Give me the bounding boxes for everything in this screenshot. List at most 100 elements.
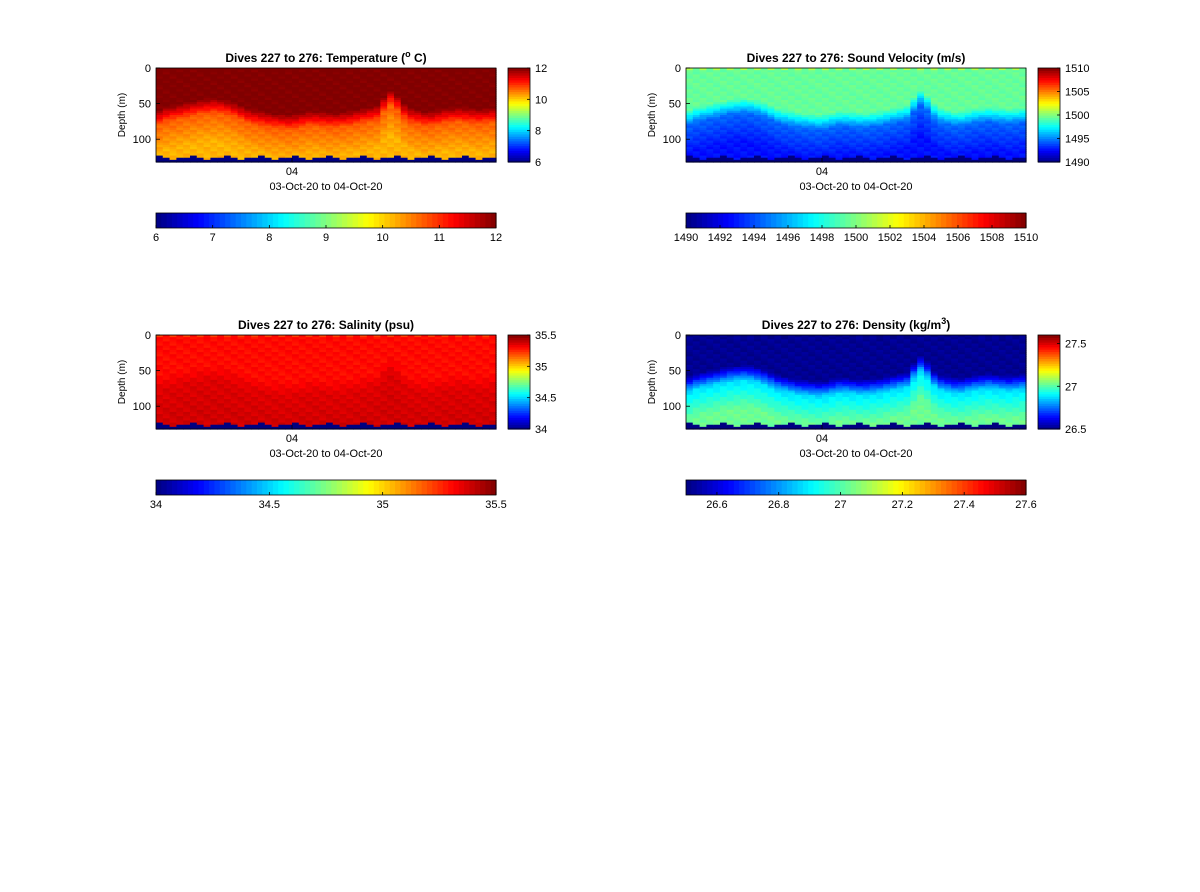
heatmap-cell [183, 106, 191, 110]
colorbar-right-segment [508, 131, 530, 135]
heatmap-cell [339, 87, 347, 90]
heatmap-cell [781, 76, 789, 80]
heatmap-cell [760, 82, 769, 86]
heatmap-cell [224, 119, 232, 123]
heatmap-cell [896, 76, 905, 80]
heatmap-cell [801, 144, 809, 148]
heatmap-cell [951, 110, 959, 114]
heatmap-cell [876, 112, 884, 116]
heatmap-cell [760, 104, 769, 108]
heatmap-cell [292, 129, 300, 133]
heatmap-cell [183, 354, 191, 357]
heatmap-cell [394, 80, 402, 84]
heatmap-cell [998, 115, 1007, 118]
heatmap-cell [224, 140, 232, 144]
heatmap-cell [815, 78, 823, 82]
heatmap-cell [434, 100, 443, 103]
heatmap-cell [788, 121, 796, 125]
heatmap-cell [883, 159, 891, 163]
heatmap-cell [414, 76, 422, 80]
heatmap-cell [747, 104, 755, 108]
heatmap-cell [326, 153, 334, 157]
heatmap-cell [740, 149, 748, 152]
heatmap-cell [387, 85, 395, 88]
heatmap-cell [353, 119, 361, 123]
heatmap-cell [176, 375, 184, 379]
heatmap-cell [713, 155, 721, 159]
heatmap-cell [794, 159, 803, 163]
heatmap-cell [754, 76, 762, 80]
heatmap-cell [366, 123, 375, 127]
heatmap-cell [407, 159, 415, 163]
heatmap-cell [489, 155, 497, 159]
heatmap-cell [842, 102, 850, 105]
heatmap-cell [176, 80, 184, 84]
heatmap-cell [720, 95, 728, 99]
heatmap-cell [346, 102, 354, 105]
heatmap-cell [1012, 87, 1020, 90]
heatmap-cell [692, 95, 701, 99]
heatmap-cell [1019, 138, 1027, 142]
heatmap-cell [366, 72, 375, 76]
colorbar-bottom-segment [474, 213, 481, 228]
heatmap-cell [1005, 134, 1013, 137]
heatmap-cell [169, 341, 177, 345]
heatmap-cell [862, 129, 871, 133]
heatmap-cell [971, 151, 979, 155]
heatmap-cell [271, 140, 279, 144]
heatmap-cell [414, 106, 422, 110]
heatmap-cell [808, 72, 816, 76]
heatmap-cell [1019, 78, 1027, 82]
heatmap-cell [896, 82, 905, 86]
heatmap-cell [468, 74, 477, 78]
heatmap-cell [278, 104, 286, 108]
heatmap-cell [414, 121, 422, 125]
heatmap-cell [210, 147, 218, 150]
heatmap-cell [400, 97, 409, 101]
heatmap-cell [346, 117, 354, 120]
heatmap-cell [271, 78, 279, 82]
heatmap-cell [455, 68, 463, 71]
heatmap-cell [455, 153, 463, 157]
heatmap-cell [828, 159, 837, 163]
heatmap-cell [251, 82, 259, 86]
heatmap-cell [190, 159, 198, 163]
heatmap-cell [828, 102, 837, 105]
heatmap-cell [951, 147, 959, 150]
colorbar-bottom-segment [267, 213, 274, 228]
heatmap-cell [462, 117, 470, 120]
heatmap-cell [190, 335, 198, 338]
heatmap-cell [183, 68, 191, 71]
y-tick-label: 100 [133, 134, 151, 146]
heatmap-cell [910, 89, 918, 93]
heatmap-cell [951, 125, 959, 129]
heatmap-cell [455, 74, 463, 78]
heatmap-cell [747, 112, 755, 116]
heatmap-cell [706, 85, 714, 88]
heatmap-cell [964, 151, 973, 155]
heatmap-cell [298, 68, 307, 71]
y-tick-label: 0 [675, 63, 681, 75]
heatmap-cell [971, 106, 979, 110]
heatmap-cell [740, 129, 748, 133]
heatmap-cell [924, 87, 932, 90]
heatmap-cell [890, 157, 898, 161]
heatmap-cell [169, 95, 177, 99]
heatmap-cell [407, 129, 415, 133]
heatmap-cell [298, 104, 307, 108]
heatmap-cell [176, 102, 184, 105]
heatmap-cell [203, 157, 211, 161]
heatmap-cell [394, 159, 402, 163]
heatmap-cell [380, 78, 388, 82]
heatmap-cell [815, 147, 823, 150]
heatmap-cell [767, 95, 775, 99]
heatmap-cell [876, 80, 884, 84]
heatmap-cell [326, 142, 334, 146]
heatmap-cell [162, 127, 171, 131]
heatmap-cell [930, 115, 939, 118]
heatmap-cell [203, 136, 211, 140]
heatmap-cell [686, 149, 694, 152]
heatmap-cell [740, 132, 748, 135]
heatmap-cell [258, 112, 266, 116]
heatmap-cell [822, 136, 830, 140]
